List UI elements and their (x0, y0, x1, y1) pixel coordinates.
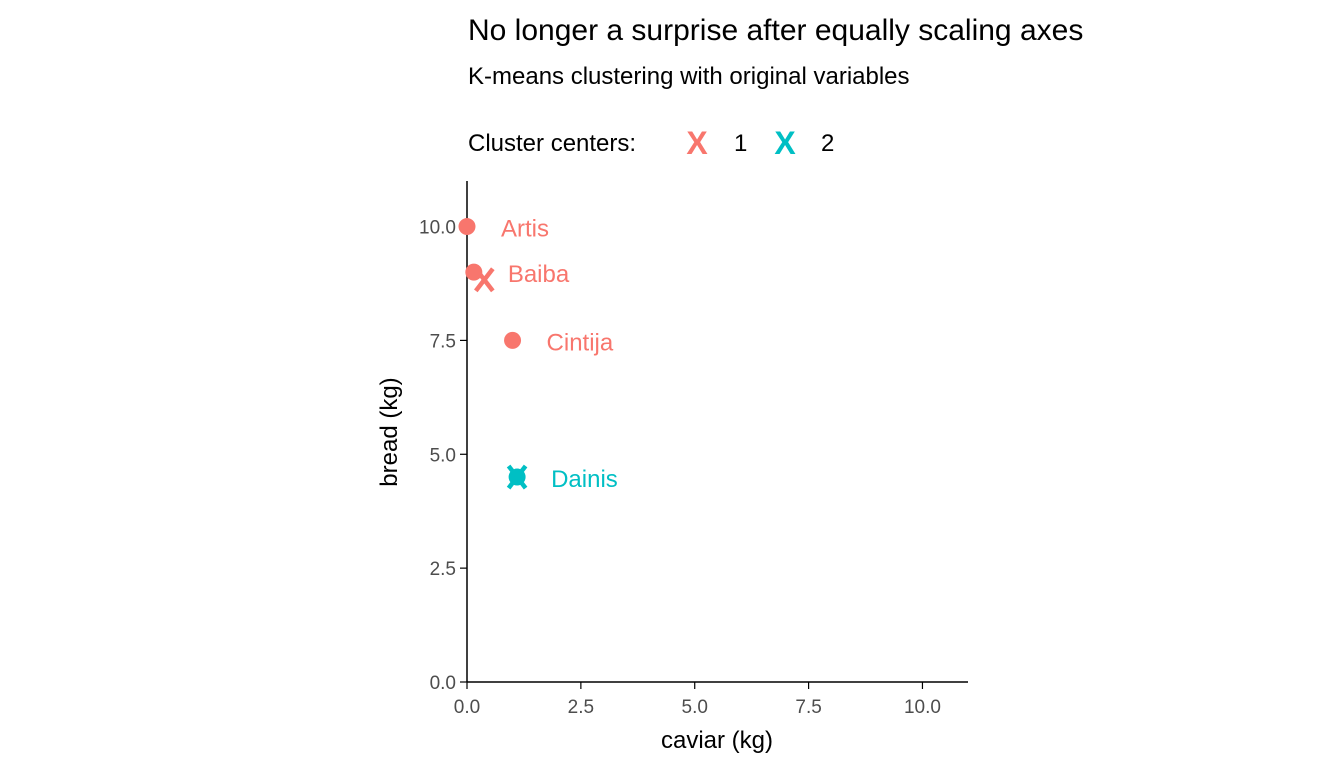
legend-label-2: 2 (821, 130, 834, 157)
x-tick-label: 2.5 (568, 697, 594, 718)
y-axis-title: bread (kg) (376, 377, 403, 486)
chart-title: No longer a surprise after equally scali… (468, 14, 1083, 47)
y-axis-ticks: 0.0 2.5 5.0 7.5 10.0 (419, 218, 467, 694)
data-point (458, 218, 476, 236)
x-tick-label: 5.0 (682, 697, 708, 718)
x-axis-ticks: 0.0 2.5 5.0 7.5 10.0 (454, 682, 941, 718)
point-label: Cintija (547, 329, 614, 356)
legend-title: Cluster centers: (468, 130, 636, 157)
point-label: Baiba (508, 261, 570, 288)
y-tick-label: 2.5 (430, 559, 456, 580)
y-tick-label: 0.0 (430, 673, 456, 694)
x-tick-label: 0.0 (454, 697, 480, 718)
legend-marker-2: X (774, 125, 796, 161)
data-point (504, 331, 522, 349)
cluster-center-marker (506, 464, 528, 490)
cluster-center-marker (474, 267, 495, 293)
x-tick-label: 7.5 (795, 697, 821, 718)
y-tick-label: 5.0 (430, 445, 456, 466)
data-point (465, 263, 483, 281)
legend-marker-1: X (686, 125, 708, 161)
data-marks: Artis Baiba Cintija Dainis (458, 216, 618, 493)
x-tick-label: 10.0 (904, 697, 941, 718)
legend-label-1: 1 (734, 130, 747, 157)
chart-subtitle: K-means clustering with original variabl… (468, 63, 910, 90)
y-tick-label: 7.5 (430, 331, 456, 352)
x-axis-title: caviar (kg) (661, 727, 773, 754)
point-label: Artis (501, 216, 549, 243)
point-label: Dainis (551, 466, 618, 493)
plot-area: 0.0 2.5 5.0 7.5 10.0 0.0 2.5 5.0 7.5 10.0 Artis B… (419, 181, 968, 718)
y-tick-label: 10.0 (419, 218, 456, 239)
legend: Cluster centers: X 1 X 2 (468, 125, 834, 161)
